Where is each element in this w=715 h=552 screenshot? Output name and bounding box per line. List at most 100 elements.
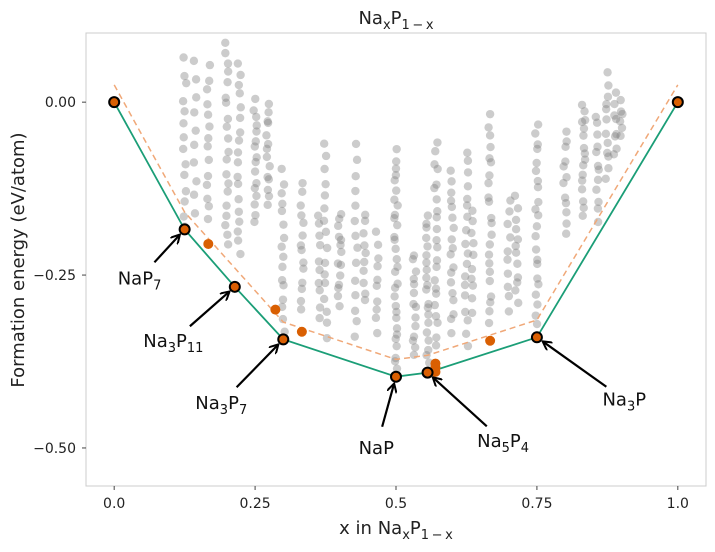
x-tick-label: 0.75	[521, 496, 552, 512]
label-text: P	[510, 431, 521, 452]
candidate-point	[431, 312, 441, 321]
subscript: 3	[627, 400, 635, 415]
candidate-point	[562, 219, 571, 228]
candidate-point	[484, 250, 494, 259]
candidate-point	[602, 115, 611, 124]
candidate-point	[485, 259, 494, 268]
candidate-point	[392, 313, 401, 323]
candidate-point	[534, 280, 543, 289]
candidate-point	[192, 93, 201, 102]
candidate-point	[179, 53, 188, 62]
annotation-arrow	[433, 378, 488, 428]
candidate-point	[393, 279, 402, 288]
candidate-point	[580, 155, 590, 164]
candidate-point	[321, 151, 331, 161]
candidate-point	[579, 124, 589, 133]
candidate-point	[433, 318, 442, 327]
candidate-point	[233, 148, 243, 157]
candidate-point	[460, 291, 470, 300]
candidate-point	[616, 95, 625, 105]
candidate-point	[336, 240, 345, 250]
candidate-point	[236, 249, 245, 259]
candidate-point	[603, 68, 612, 77]
candidate-point	[424, 318, 433, 327]
candidate-point	[359, 266, 368, 276]
candidate-point	[205, 122, 214, 131]
candidate-point	[223, 67, 233, 76]
candidate-point	[448, 244, 457, 253]
candidate-point	[374, 254, 383, 263]
candidate-point	[334, 280, 344, 290]
candidate-point	[603, 138, 612, 148]
candidate-point	[204, 202, 214, 211]
candidate-point	[422, 285, 431, 294]
candidate-point	[461, 307, 470, 317]
candidate-point	[431, 341, 441, 350]
candidate-point	[391, 244, 400, 254]
candidate-point	[506, 233, 515, 242]
candidate-point	[432, 195, 441, 204]
label-text: Na	[358, 8, 383, 29]
candidate-point	[192, 177, 201, 186]
candidate-point	[533, 259, 542, 269]
candidate-point	[202, 85, 212, 94]
candidate-point	[446, 196, 456, 206]
candidate-point	[236, 70, 245, 80]
subscript: 4	[521, 441, 529, 456]
candidate-point	[336, 235, 346, 245]
candidate-point	[223, 240, 233, 249]
candidate-point	[580, 149, 590, 158]
candidate-point	[181, 160, 190, 169]
candidate-point	[179, 144, 188, 154]
candidate-point	[579, 131, 588, 140]
candidate-point	[423, 303, 433, 312]
candidate-point	[601, 104, 611, 114]
candidate-point	[314, 257, 324, 266]
candidate-point	[252, 191, 261, 201]
candidate-point	[432, 180, 441, 189]
candidate-point	[533, 211, 543, 220]
candidate-point	[533, 140, 542, 149]
candidate-point	[373, 328, 382, 338]
candidate-point	[511, 286, 520, 295]
label-text: P	[635, 390, 646, 411]
candidate-point	[298, 187, 307, 197]
candidate-point	[579, 143, 589, 153]
candidate-point	[277, 276, 287, 285]
candidate-point	[617, 123, 627, 133]
candidate-point	[265, 162, 274, 171]
candidate-point	[533, 255, 542, 265]
candidate-point	[561, 157, 570, 166]
candidate-point	[461, 226, 471, 235]
candidate-point	[189, 190, 199, 199]
candidate-point	[433, 138, 442, 147]
candidate-point	[612, 129, 621, 139]
candidate-point	[336, 260, 346, 270]
candidate-point	[511, 215, 521, 225]
candidate-point	[422, 258, 431, 267]
candidate-point	[315, 240, 325, 250]
candidate-point	[486, 298, 495, 307]
candidate-point	[485, 154, 494, 163]
candidate-point	[601, 174, 610, 184]
candidate-point	[601, 129, 611, 139]
stable-point	[178, 223, 191, 236]
dashed-offset-line	[113, 84, 679, 361]
label-text: P	[391, 8, 402, 29]
candidate-point	[320, 278, 330, 288]
subscript: 5	[502, 441, 510, 456]
candidate-point	[485, 307, 494, 316]
x-tick-label: 0.5	[385, 496, 407, 512]
plot-area	[85, 32, 707, 487]
candidate-point	[235, 217, 244, 226]
candidate-point	[593, 175, 603, 185]
candidate-point	[513, 204, 523, 213]
candidate-point	[578, 197, 588, 206]
candidate-point	[534, 197, 543, 207]
candidate-point	[278, 314, 288, 324]
candidate-point	[424, 299, 433, 309]
candidate-point	[372, 281, 381, 291]
candidate-point	[486, 292, 496, 301]
candidate-point	[235, 113, 245, 123]
candidate-point	[390, 232, 399, 242]
